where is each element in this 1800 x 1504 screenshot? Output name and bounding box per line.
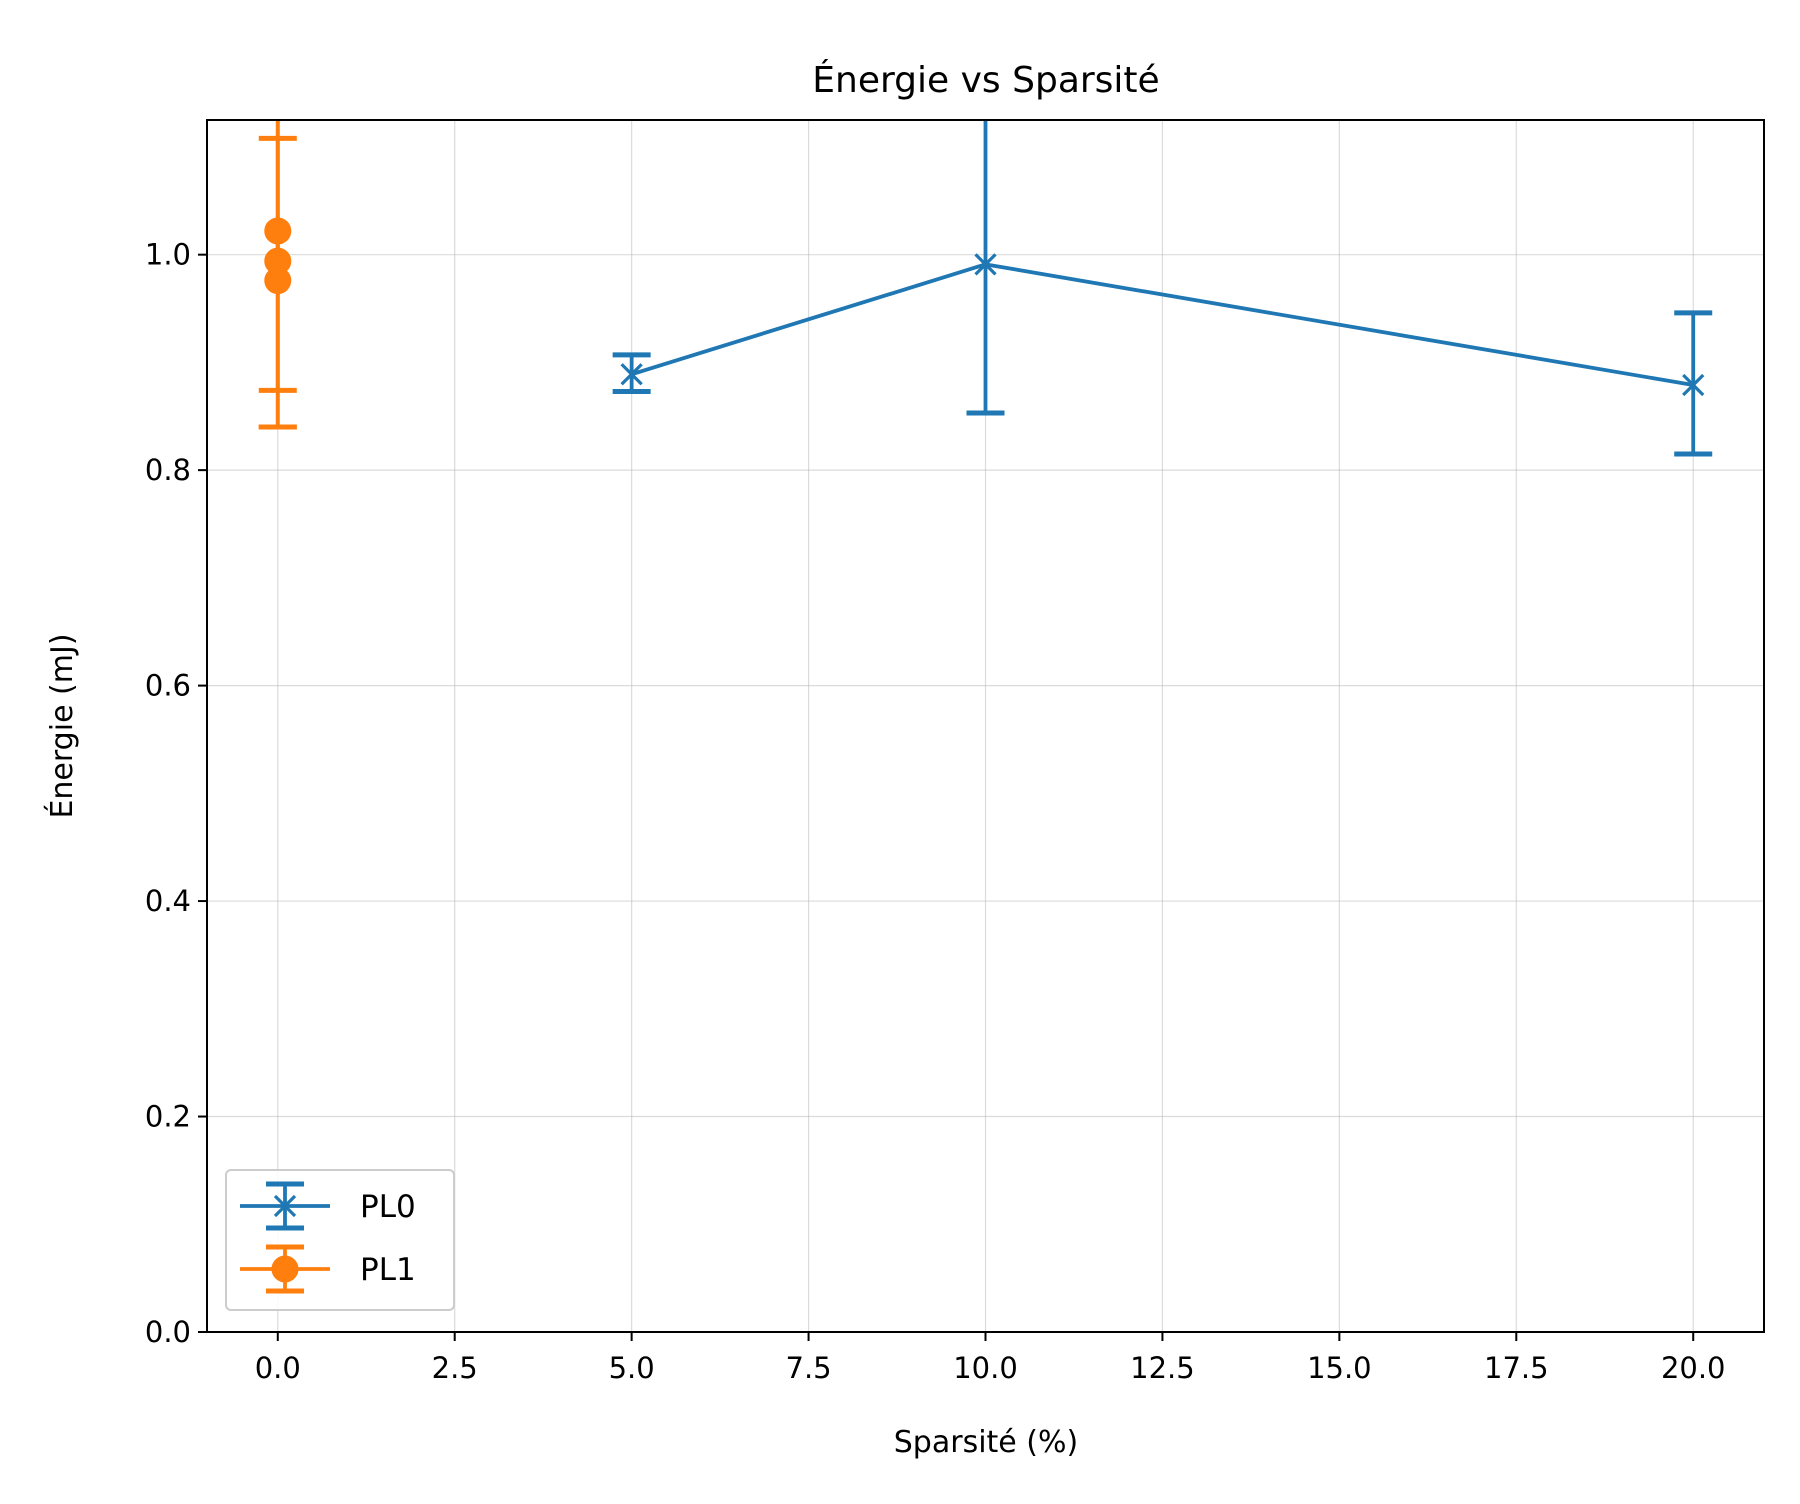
y-tick-label: 0.6 <box>145 669 191 703</box>
legend: PL0 PL1 <box>225 1169 455 1311</box>
axes: 0.0 2.5 5.0 7.5 10.0 12.5 15.0 17.5 20.0 0.0 0.2 0.… <box>145 238 1726 1385</box>
plot-series <box>258 120 1713 457</box>
y-tick-label: 0.2 <box>145 1100 191 1134</box>
legend-label: PL1 <box>360 1252 416 1288</box>
x-tick-label: 15.0 <box>1307 1351 1372 1385</box>
chart-title: Énergie vs Sparsité <box>812 59 1159 101</box>
x-tick-label: 5.0 <box>609 1351 655 1385</box>
legend-item-pl1: PL1 <box>240 1244 416 1294</box>
data-point <box>974 253 997 276</box>
series-pl1 <box>258 120 297 430</box>
x-tick-label: 12.5 <box>1130 1351 1195 1385</box>
x-tick-label: 2.5 <box>432 1351 478 1385</box>
legend-label: PL0 <box>360 1189 416 1225</box>
x-tick-label: 0.0 <box>255 1351 301 1385</box>
x-axis-label: Sparsité (%) <box>894 1425 1078 1460</box>
x-tick-label: 20.0 <box>1661 1351 1726 1385</box>
y-tick-label: 1.0 <box>145 238 191 272</box>
y-tick-label: 0.4 <box>145 884 191 918</box>
legend-marker <box>271 1255 299 1283</box>
x-tick-label: 10.0 <box>953 1351 1018 1385</box>
legend-item-pl0: PL0 <box>240 1181 416 1231</box>
data-point <box>620 363 643 386</box>
y-tick-label: 0.0 <box>145 1315 191 1349</box>
y-axis-label: Énergie (mJ) <box>44 633 80 818</box>
data-point <box>1682 373 1705 397</box>
data-point <box>264 217 292 245</box>
y-tick-label: 0.8 <box>145 453 191 487</box>
x-tick-label: 7.5 <box>786 1351 832 1385</box>
x-tick-label: 17.5 <box>1484 1351 1549 1385</box>
data-point <box>264 267 292 295</box>
legend-box <box>225 1169 455 1311</box>
legend-marker <box>273 1194 297 1218</box>
series-pl0 <box>612 120 1713 457</box>
